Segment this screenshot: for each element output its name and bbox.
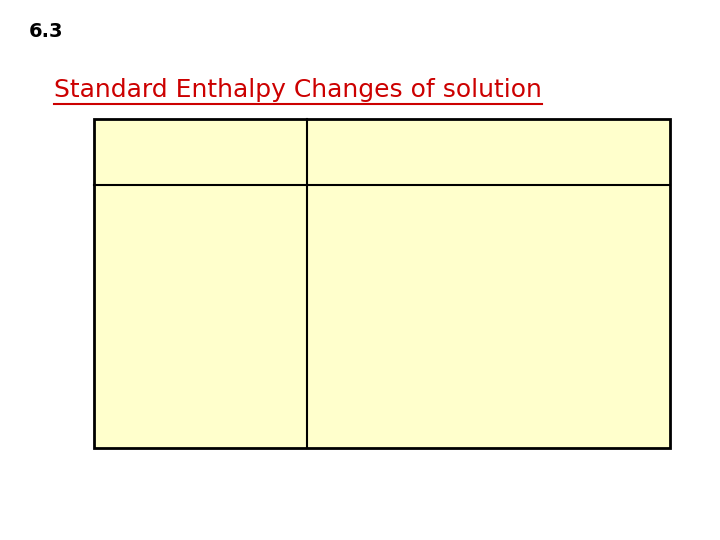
Text: +20.0: +20.0 [454,405,522,426]
Text: $\Delta H^{\ominus}_{soln}$(kJ mol$^{-1}$): $\Delta H^{\ominus}_{soln}$(kJ mol$^{-1}… [407,136,570,167]
Text: -57.8: -57.8 [459,339,517,360]
Text: +3.9: +3.9 [462,273,515,294]
Text: NaOH: NaOH [168,207,233,228]
Text: -44.7: -44.7 [459,207,517,228]
Text: KBr: KBr [181,405,220,426]
Text: Standard Enthalpy Changes of solution: Standard Enthalpy Changes of solution [54,78,542,102]
Text: 6.3: 6.3 [29,22,63,40]
Text: KOH: KOH [176,339,224,360]
Text: Salt: Salt [179,141,222,162]
Text: NaCl: NaCl [174,273,226,294]
